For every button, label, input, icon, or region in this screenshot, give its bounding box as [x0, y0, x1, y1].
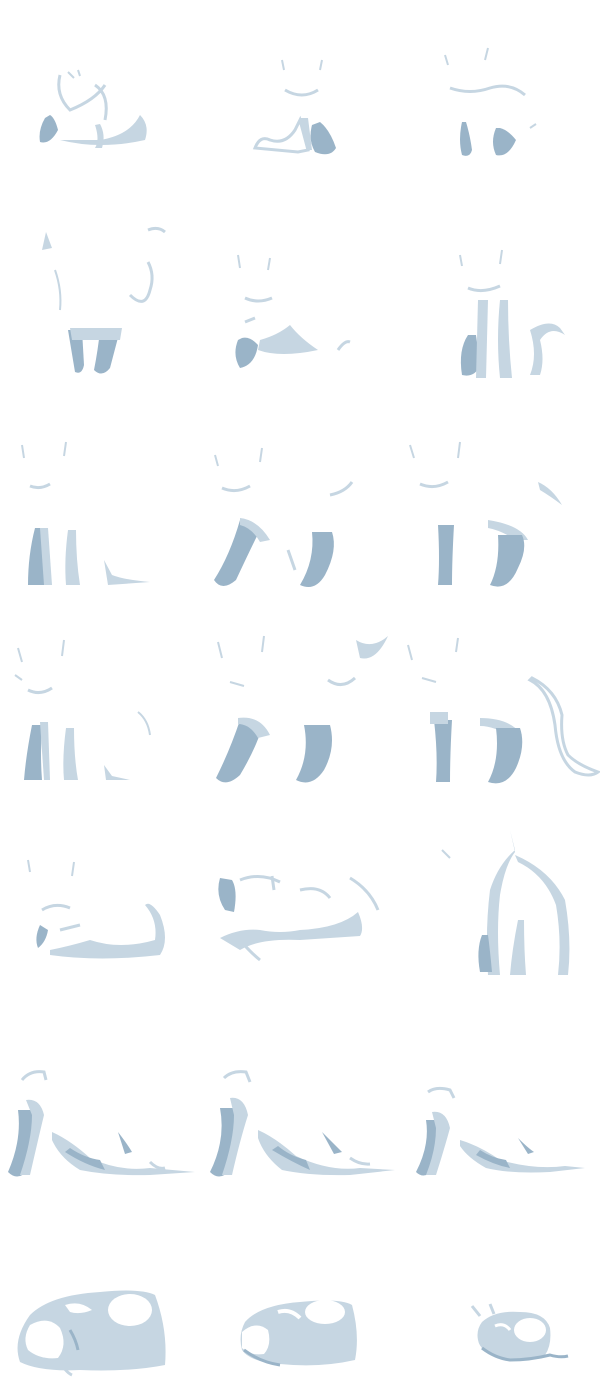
- sprite-frame-stand-side-a: [0, 400, 200, 600]
- sprite-frame-sleep-ball-small: [400, 1200, 600, 1400]
- sprite-frame-lie-curl: [200, 800, 400, 1000]
- sprite-frame-sit-tall: [400, 200, 600, 400]
- sprite-frame-stretch-a: [0, 1000, 200, 1200]
- sprite-frame-stand-side-b: [0, 600, 200, 800]
- sprite-frame-sit-front: [200, 0, 400, 200]
- sprite-frame-sleep-ball-medium: [200, 1200, 400, 1400]
- sprite-frame-stand-front: [0, 200, 200, 400]
- sprite-frame-walk-side-tail: [400, 600, 600, 800]
- sprite-frame-sit-back: [400, 800, 600, 1000]
- sprite-frame-walk-side-c: [200, 600, 400, 800]
- sprite-frame-stretch-c: [400, 1000, 600, 1200]
- sprite-frame-crouch-side: [200, 200, 400, 400]
- sprite-frame-sleep-ball-large: [0, 1200, 200, 1400]
- sprite-frame-sit-curled: [0, 0, 200, 200]
- sprite-frame-sit-front-faint: [400, 0, 600, 200]
- sprite-frame-walk-side-b: [400, 400, 600, 600]
- sprite-frame-lie-loaf: [0, 800, 200, 1000]
- sprite-frame-walk-side-a: [200, 400, 400, 600]
- sprite-frame-stretch-b: [200, 1000, 400, 1200]
